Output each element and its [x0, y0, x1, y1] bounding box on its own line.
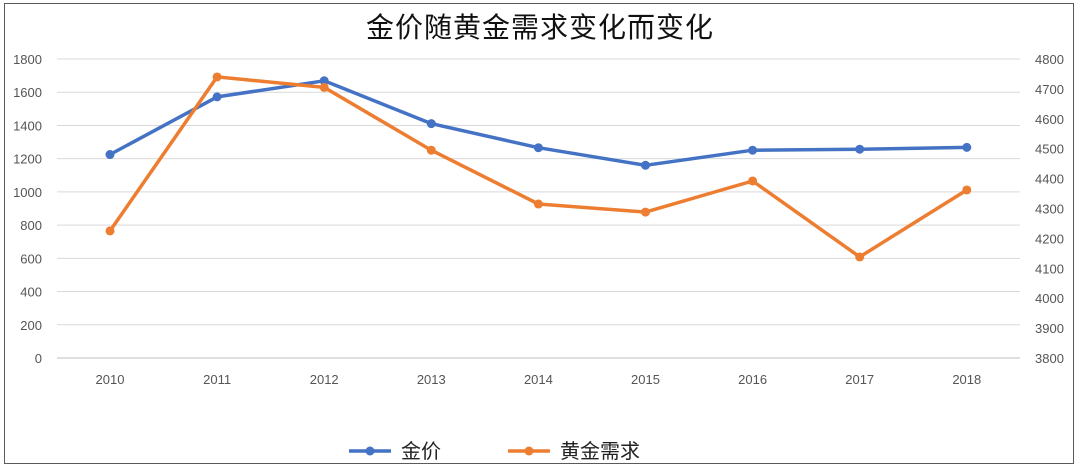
- right-tick-label: 4000: [1035, 291, 1064, 306]
- left-tick-label: 1600: [13, 85, 42, 100]
- right-tick-label: 3900: [1035, 321, 1064, 336]
- data-point: [962, 185, 972, 195]
- right-tick-label: 4700: [1035, 82, 1064, 97]
- left-tick-label: 1200: [13, 152, 42, 167]
- x-tick-label: 2014: [524, 372, 553, 387]
- legend-label: 黄金需求: [560, 439, 640, 463]
- x-tick-label: 2010: [96, 372, 125, 387]
- series-line: [108, 79, 969, 168]
- x-tick-label: 2011: [203, 372, 231, 387]
- left-tick-label: 600: [20, 251, 42, 266]
- legend-marker: [524, 446, 534, 456]
- right-tick-label: 4400: [1035, 172, 1064, 187]
- left-tick-label: 400: [20, 285, 42, 300]
- series-layer: [105, 72, 972, 262]
- legend-label: 金价: [401, 439, 441, 463]
- data-point: [855, 252, 865, 262]
- data-point: [533, 199, 543, 209]
- data-point: [105, 226, 115, 236]
- right-tick-label: 3800: [1035, 351, 1064, 366]
- x-axis-ticks: 2010 2011 2012 2013 2014 2015 2016 2017 2018: [96, 372, 982, 387]
- x-tick-label: 2016: [738, 372, 767, 387]
- data-point: [426, 119, 436, 129]
- series-line: [108, 75, 969, 259]
- chart-title: 金价随黄金需求变化而变化: [365, 11, 714, 44]
- x-tick-label: 2013: [417, 372, 446, 387]
- data-point: [641, 207, 650, 217]
- left-tick-label: 800: [20, 218, 42, 233]
- right-tick-label: 4300: [1035, 202, 1064, 217]
- right-tick-label: 4200: [1035, 231, 1064, 246]
- data-point: [212, 72, 222, 82]
- left-axis-ticks: 0 200 400 600 800 1000 1200 1400 1600 1800: [13, 52, 42, 366]
- legend-marker: [365, 446, 375, 456]
- x-tick-label: 2015: [631, 372, 660, 387]
- right-axis-ticks: 3800 3900 4000 4100 4200 4300 4400 4500 4600 4700…: [1035, 52, 1064, 366]
- left-tick-label: 1400: [13, 118, 42, 133]
- right-tick-label: 4100: [1035, 261, 1064, 276]
- data-point: [748, 176, 758, 186]
- data-point: [105, 150, 115, 160]
- data-point: [533, 143, 543, 153]
- data-point: [319, 82, 329, 92]
- data-point: [962, 142, 972, 152]
- right-tick-label: 4800: [1035, 52, 1064, 67]
- x-tick-label: 2018: [952, 372, 981, 387]
- legend: 金价 黄金需求: [349, 439, 640, 463]
- data-point: [855, 144, 865, 154]
- data-point: [212, 92, 222, 102]
- right-tick-label: 4500: [1035, 142, 1064, 157]
- right-tick-label: 4600: [1035, 112, 1064, 127]
- left-tick-label: 1000: [13, 185, 42, 200]
- data-point: [748, 145, 758, 155]
- data-point: [641, 160, 650, 170]
- left-tick-label: 1800: [13, 52, 42, 67]
- data-point: [426, 145, 436, 155]
- x-tick-label: 2012: [310, 372, 339, 387]
- left-tick-label: 0: [35, 351, 42, 366]
- data-point: [319, 76, 329, 86]
- x-tick-label: 2017: [845, 372, 874, 387]
- left-tick-label: 200: [20, 318, 42, 333]
